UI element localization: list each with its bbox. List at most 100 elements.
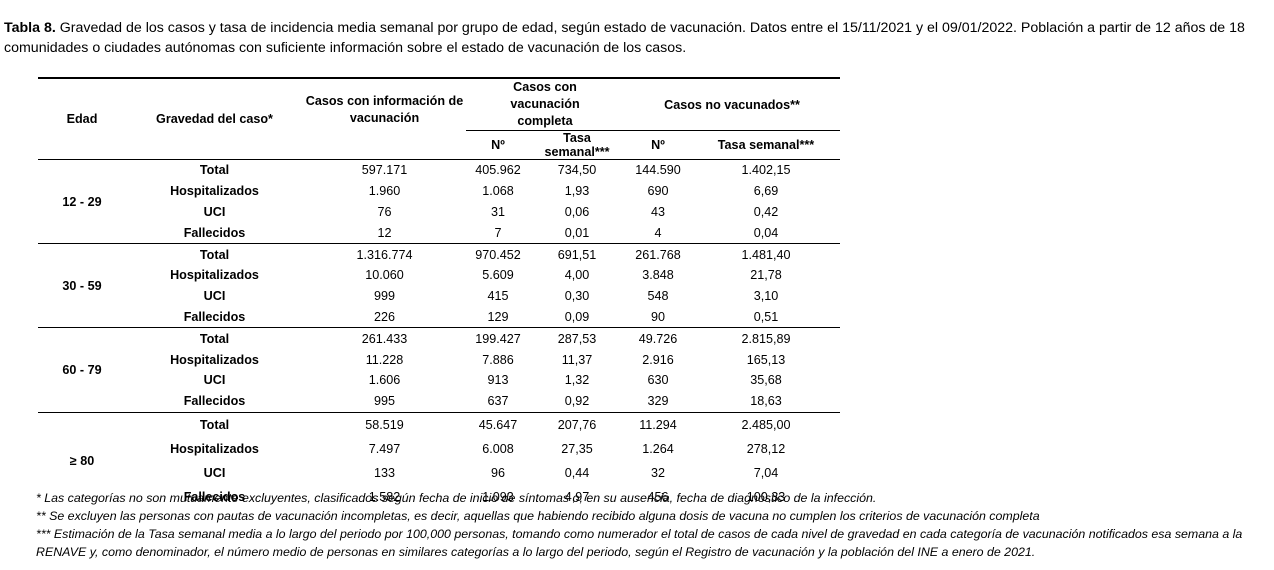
cell-vc-n: 6.008: [482, 441, 514, 456]
severity-label: UCI: [203, 373, 226, 388]
severity-label: Hospitalizados: [170, 184, 259, 199]
cell-nv-t: 1.481,40: [692, 243, 840, 265]
cell-nv-t: 7,04: [753, 465, 779, 480]
severity-label: UCI: [203, 465, 226, 480]
cell-vc-t: 0,30: [564, 289, 590, 304]
age-group-label: 60 - 79: [38, 327, 126, 413]
cell-nv-n: 3.848: [642, 268, 674, 283]
cell-nv-n: 11.294: [624, 411, 692, 437]
cell-vc-t: 4,97: [564, 489, 590, 504]
header-gravedad: Gravedad del caso*: [126, 77, 303, 160]
table-row: UCI 133 96 0,44 32 7,04: [38, 461, 840, 485]
table-row: Fallecidos 12 7 0,01 4 0,04: [38, 222, 840, 243]
severity-label: Hospitalizados: [170, 441, 259, 456]
cell-info: 261.433: [303, 327, 466, 350]
cell-nv-t: 21,78: [750, 268, 782, 283]
cell-nv-n: 1.264: [642, 441, 674, 456]
cell-vc-t: 11,37: [561, 352, 593, 367]
cell-vc-t: 207,76: [530, 411, 624, 437]
severity-label: Total: [126, 411, 303, 437]
age-group-label: ≥ 80: [38, 411, 126, 509]
footnote-1: * Las categorías no son mutuamente exclu…: [36, 491, 877, 505]
cell-nv-t: 35,68: [750, 373, 782, 388]
cell-nv-n: 456: [647, 489, 669, 504]
table-row: Fallecidos 995 637 0,92 329 18,63: [38, 391, 840, 412]
header-vc-tasa: Tasa semanal***: [530, 130, 624, 160]
cell-vc-n: 96: [490, 465, 505, 480]
cell-nv-n: 4: [654, 225, 662, 240]
cell-nv-n: 329: [647, 394, 669, 409]
footnotes: * Las categorías no son mutuamente exclu…: [36, 489, 1266, 561]
caption-text: Gravedad de los casos y tasa de incidenc…: [4, 20, 1245, 56]
severity-label: Total: [199, 163, 230, 178]
severity-label: Hospitalizados: [170, 352, 259, 367]
cell-nv-t: 278,12: [746, 441, 786, 456]
cell-info: 995: [373, 394, 395, 409]
header-info-vacunacion: Casos con información de vacunación: [303, 77, 466, 160]
caption-label: Tabla 8.: [4, 20, 56, 36]
cell-info: 7.497: [368, 441, 401, 456]
table-row: 30 - 59 Total 1.316.774 970.452 691,51 261.76…: [38, 243, 840, 328]
severity-label: Fallecidos: [183, 309, 246, 324]
cell-vc-t: 27,35: [561, 441, 593, 456]
cell-nv-n: 690: [647, 184, 669, 199]
header-edad: Edad: [38, 77, 126, 160]
cell-nv-n: 144.590: [635, 163, 681, 178]
cell-info: 226: [373, 309, 395, 324]
footnote-3: *** Estimación de la Tasa semanal media …: [36, 527, 1243, 560]
incidence-table: Edad Gravedad del caso* Casos con inform…: [38, 77, 840, 509]
cell-vc-t: 0,92: [564, 394, 590, 409]
table-row: Hospitalizados 1.960 1.068 1,93 690 6,69: [38, 181, 840, 202]
cell-nv-t: 6,69: [753, 184, 779, 199]
cell-vc-t: 734,50: [557, 163, 597, 178]
cell-info: 1.960: [368, 184, 401, 199]
severity-label: Hospitalizados: [170, 268, 259, 283]
cell-vc-n: 199.427: [466, 327, 530, 350]
cell-info: 10.060: [365, 268, 404, 283]
table-row: Hospitalizados 7.497 6.008 27,35 1.264 278,12: [38, 437, 840, 461]
cell-vc-t: 4,00: [564, 268, 590, 283]
table-row: Hospitalizados 10.060 5.609 4,00 3.848 21,78: [38, 265, 840, 286]
cell-vc-n: 913: [487, 373, 509, 388]
table-row: 60 - 79 Total 261.433 199.427 287,53 49.726 2.…: [38, 327, 840, 413]
cell-nv-t: 2.815,89: [692, 327, 840, 350]
severity-label: UCI: [203, 289, 226, 304]
cell-nv-t: 2.485,00: [692, 411, 840, 437]
cell-vc-n: 129: [487, 309, 509, 324]
severity-label: Fallecidos: [183, 394, 246, 409]
cell-vc-n: 31: [490, 204, 505, 219]
table-caption: Tabla 8. Gravedad de los casos y tasa de…: [4, 18, 1266, 58]
cell-nv-t: 0,04: [753, 225, 779, 240]
cell-vc-n: 415: [487, 289, 509, 304]
cell-nv-n: 49.726: [624, 327, 692, 350]
cell-vc-n: 7.886: [482, 352, 514, 367]
cell-vc-t: 0,09: [564, 309, 590, 324]
cell-vc-t: 691,51: [530, 243, 624, 265]
cell-vc-n: 405.962: [475, 163, 521, 178]
table-row: UCI 1.606 913 1,32 630 35,68: [38, 370, 840, 391]
cell-vc-n: 7: [494, 225, 502, 240]
cell-nv-n: 548: [647, 289, 669, 304]
cell-vc-n: 5.609: [482, 268, 514, 283]
cell-nv-n: 32: [650, 465, 665, 480]
footnote-2: ** Se excluyen las personas con pautas d…: [36, 509, 1040, 524]
table-row: UCI 76 31 0,06 43 0,42: [38, 202, 840, 223]
cell-vc-t: 0,01: [564, 225, 590, 240]
cell-info: 1.316.774: [303, 243, 466, 265]
cell-info: 999: [373, 289, 395, 304]
table-row: Fallecidos 226 129 0,09 90 0,51: [38, 307, 840, 328]
cell-info: 133: [373, 465, 395, 480]
header-vc-num: Nº: [466, 130, 530, 160]
header-nv-num: Nº: [624, 130, 692, 160]
cell-nv-t: 1.402,15: [741, 163, 791, 178]
table-row: ≥ 80 Total 58.519 45.647 207,76 11.294 2.485,0…: [38, 411, 840, 509]
severity-label: Fallecidos: [183, 225, 246, 240]
cell-nv-n: 630: [647, 373, 669, 388]
cell-nv-t: 0,42: [753, 204, 779, 219]
table-row: UCI 999 415 0,30 548 3,10: [38, 286, 840, 307]
cell-info: 1.606: [368, 373, 401, 388]
cell-nv-t: 100,33: [746, 489, 786, 504]
cell-vc-n: 970.452: [466, 243, 530, 265]
cell-info: 1.582: [368, 489, 401, 504]
severity-label: Fallecidos: [183, 489, 246, 504]
